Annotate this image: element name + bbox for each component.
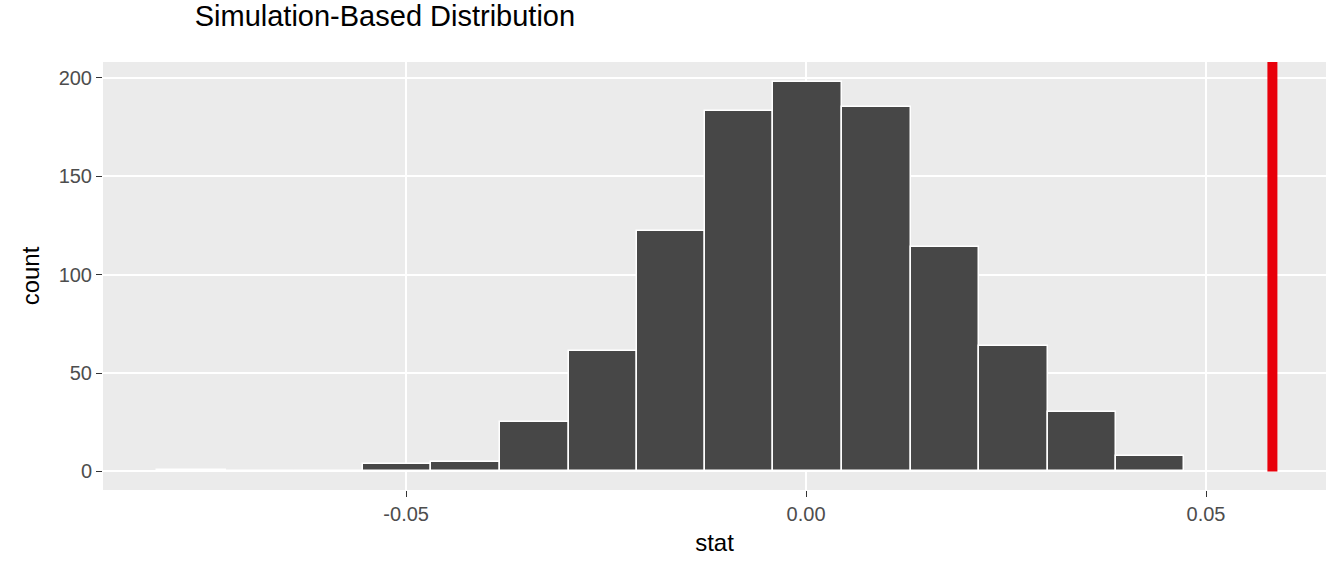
svg-text:count: count	[17, 246, 44, 305]
svg-text:100: 100	[59, 264, 92, 286]
svg-text:50: 50	[70, 362, 92, 384]
svg-text:0.05: 0.05	[1187, 503, 1226, 525]
svg-text:0: 0	[81, 460, 92, 482]
svg-text:150: 150	[59, 165, 92, 187]
svg-text:200: 200	[59, 67, 92, 89]
svg-text:0.00: 0.00	[787, 503, 826, 525]
svg-text:Simulation-Based Distribution: Simulation-Based Distribution	[195, 0, 575, 32]
svg-text:-0.05: -0.05	[383, 503, 429, 525]
svg-text:stat: stat	[695, 529, 734, 556]
